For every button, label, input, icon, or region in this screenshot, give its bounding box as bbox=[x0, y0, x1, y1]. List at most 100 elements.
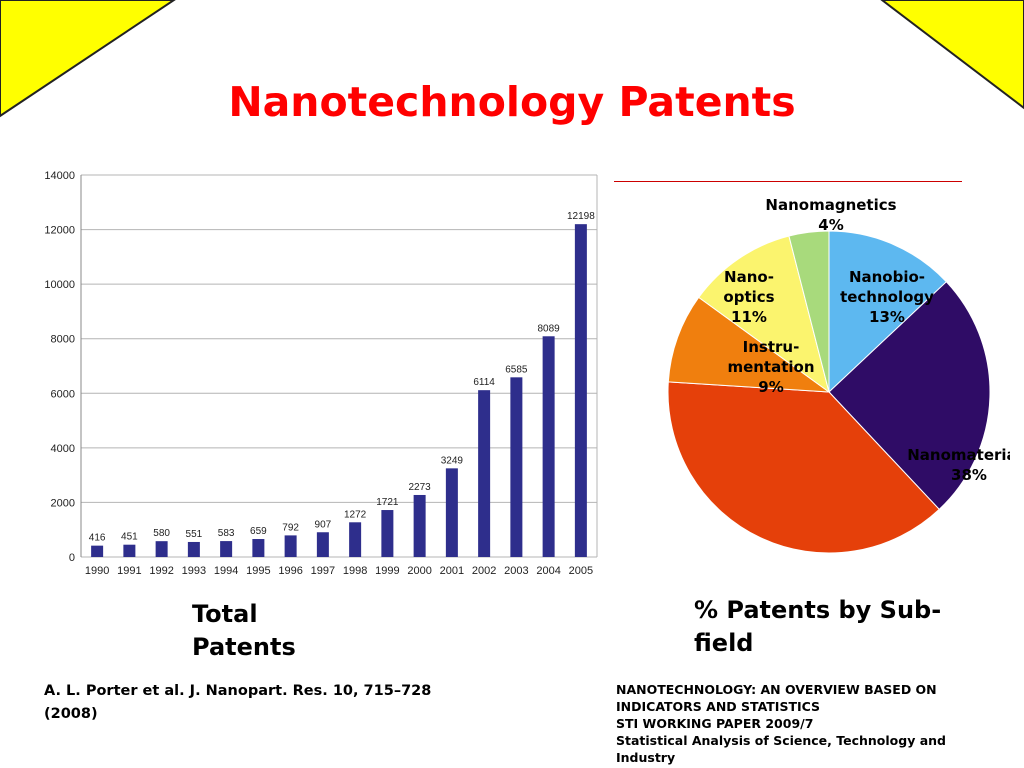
bar-1994 bbox=[220, 541, 233, 557]
bar-1991 bbox=[123, 544, 136, 557]
bar-data-label: 907 bbox=[315, 519, 332, 530]
x-tick-label: 1994 bbox=[214, 565, 238, 577]
bar-2002 bbox=[478, 390, 491, 557]
pie-caption-line: field bbox=[694, 629, 754, 657]
bar-data-label: 6585 bbox=[505, 364, 528, 375]
pie-slice-percent-label: 13% bbox=[869, 308, 905, 326]
bar-2005 bbox=[574, 224, 587, 557]
y-tick-label: 12000 bbox=[44, 225, 75, 237]
slide-title: Nanotechnology Patents bbox=[228, 78, 796, 126]
x-tick-label: 1995 bbox=[246, 565, 270, 577]
bar-caption-line: Total bbox=[192, 600, 258, 628]
pie-slice-name-label: Nanoelectronic bbox=[990, 401, 1010, 419]
total-patents-bar-chart: 0 2000 4000 6000 8000 10000 12000 14000 416 1990 4… bbox=[44, 170, 598, 577]
pie-slice-percent-label: 4% bbox=[818, 216, 843, 234]
x-tick-label: 1997 bbox=[311, 565, 335, 577]
pie-slice-name-label: Nanomagnetics bbox=[765, 196, 896, 214]
pie-slice bbox=[788, 230, 830, 393]
patents-by-subfield-pie-chart: Nanobio-technology13%Nanoelectronic25%Na… bbox=[667, 196, 1010, 554]
bar-data-label: 451 bbox=[121, 532, 138, 543]
x-tick-label: 2000 bbox=[407, 565, 431, 577]
pie-header-rule bbox=[614, 181, 962, 182]
x-tick-label: 1990 bbox=[85, 565, 109, 577]
bar-1997 bbox=[316, 532, 329, 557]
citation-line: (2008) bbox=[44, 706, 98, 722]
source-line: Statistical Analysis of Science, Technol… bbox=[616, 733, 946, 748]
bar-chart-caption: Total Patents bbox=[192, 598, 332, 664]
x-tick-label: 1996 bbox=[278, 565, 302, 577]
x-tick-label: 2004 bbox=[536, 565, 560, 577]
corner-triangle-left bbox=[0, 0, 176, 118]
source-line: NANOTECHNOLOGY: AN OVERVIEW BASED ON bbox=[616, 682, 937, 697]
bar-1999 bbox=[381, 510, 394, 557]
corner-decoration-right bbox=[880, 0, 1024, 110]
pie-slice-name-label: optics bbox=[723, 288, 774, 306]
source-line: Industry bbox=[616, 750, 676, 765]
x-tick-label: 2005 bbox=[569, 565, 593, 577]
y-tick-label: 6000 bbox=[51, 388, 75, 400]
bar-data-label: 659 bbox=[250, 526, 267, 537]
bar-1993 bbox=[187, 541, 200, 557]
y-tick-label: 10000 bbox=[44, 279, 75, 291]
bar-data-label: 580 bbox=[153, 528, 170, 539]
bar-1998 bbox=[349, 522, 362, 557]
corner-decoration-left bbox=[0, 0, 176, 118]
bar-1996 bbox=[284, 535, 297, 557]
source-note: NANOTECHNOLOGY: AN OVERVIEW BASED ON IND… bbox=[616, 681, 1016, 766]
x-tick-label: 1999 bbox=[375, 565, 399, 577]
bar-2004 bbox=[542, 336, 555, 557]
bar-data-label: 1272 bbox=[344, 509, 367, 520]
pie-slice-percent-label: 9% bbox=[758, 378, 783, 396]
pie-slice bbox=[828, 281, 991, 511]
bar-1992 bbox=[155, 541, 168, 557]
bar-2000 bbox=[413, 494, 426, 557]
pie-slice-name-label: mentation bbox=[727, 358, 814, 376]
y-tick-label: 8000 bbox=[51, 334, 75, 346]
citation-line: A. L. Porter et al. J. Nanopart. Res. 10… bbox=[44, 683, 432, 699]
x-tick-label: 1998 bbox=[343, 565, 367, 577]
pie-slice bbox=[828, 230, 948, 394]
pie-slice bbox=[667, 381, 940, 554]
x-tick-label: 1992 bbox=[149, 565, 173, 577]
corner-triangle-right bbox=[880, 0, 1024, 110]
pie-slice bbox=[698, 235, 830, 394]
pie-slice bbox=[667, 296, 831, 393]
y-tick-label: 4000 bbox=[51, 443, 75, 455]
citation: A. L. Porter et al. J. Nanopart. Res. 10… bbox=[44, 680, 524, 726]
y-tick-label: 0 bbox=[69, 552, 75, 564]
x-tick-label: 2002 bbox=[472, 565, 496, 577]
bar-data-label: 12198 bbox=[567, 211, 595, 222]
x-tick-label: 1991 bbox=[117, 565, 141, 577]
pie-slice-name-label: Nanobio- bbox=[849, 268, 925, 286]
bar-2001 bbox=[445, 468, 458, 557]
x-tick-label: 1993 bbox=[182, 565, 206, 577]
pie-slice-percent-label: 38% bbox=[951, 466, 987, 484]
bar-data-label: 2273 bbox=[409, 482, 432, 493]
pie-slice-name-label: Nanomaterials bbox=[907, 446, 1010, 464]
bar-1995 bbox=[252, 539, 265, 557]
bar-2003 bbox=[510, 377, 523, 557]
bar-data-label: 792 bbox=[282, 522, 299, 533]
bar-data-label: 551 bbox=[186, 529, 203, 540]
source-line: INDICATORS AND STATISTICS bbox=[616, 699, 821, 714]
pie-slice-percent-label: 11% bbox=[731, 308, 767, 326]
total-patents-chart-panel: 0 2000 4000 6000 8000 10000 12000 14000 416 1990 4… bbox=[33, 165, 613, 583]
bar-data-label: 416 bbox=[89, 533, 106, 544]
x-tick-label: 2003 bbox=[504, 565, 528, 577]
pie-caption-line: % Patents by Sub- bbox=[694, 596, 942, 624]
y-tick-label: 2000 bbox=[51, 497, 75, 509]
pie-chart-caption: % Patents by Sub- field bbox=[694, 594, 1004, 660]
bar-data-label: 3249 bbox=[441, 455, 464, 466]
x-tick-label: 2001 bbox=[440, 565, 464, 577]
pie-slice-name-label: Instru- bbox=[743, 338, 800, 356]
source-line: STI WORKING PAPER 2009/7 bbox=[616, 716, 814, 731]
bar-caption-line: Patents bbox=[192, 633, 296, 661]
bar-data-label: 8089 bbox=[538, 323, 561, 334]
bar-1990 bbox=[91, 545, 104, 557]
y-tick-label: 14000 bbox=[44, 170, 75, 182]
pie-slice-name-label: Nano- bbox=[724, 268, 774, 286]
bar-data-label: 1721 bbox=[376, 497, 399, 508]
bar-data-label: 583 bbox=[218, 528, 235, 539]
bar-data-label: 6114 bbox=[473, 377, 495, 388]
pie-slice-name-label: technology bbox=[840, 288, 934, 306]
